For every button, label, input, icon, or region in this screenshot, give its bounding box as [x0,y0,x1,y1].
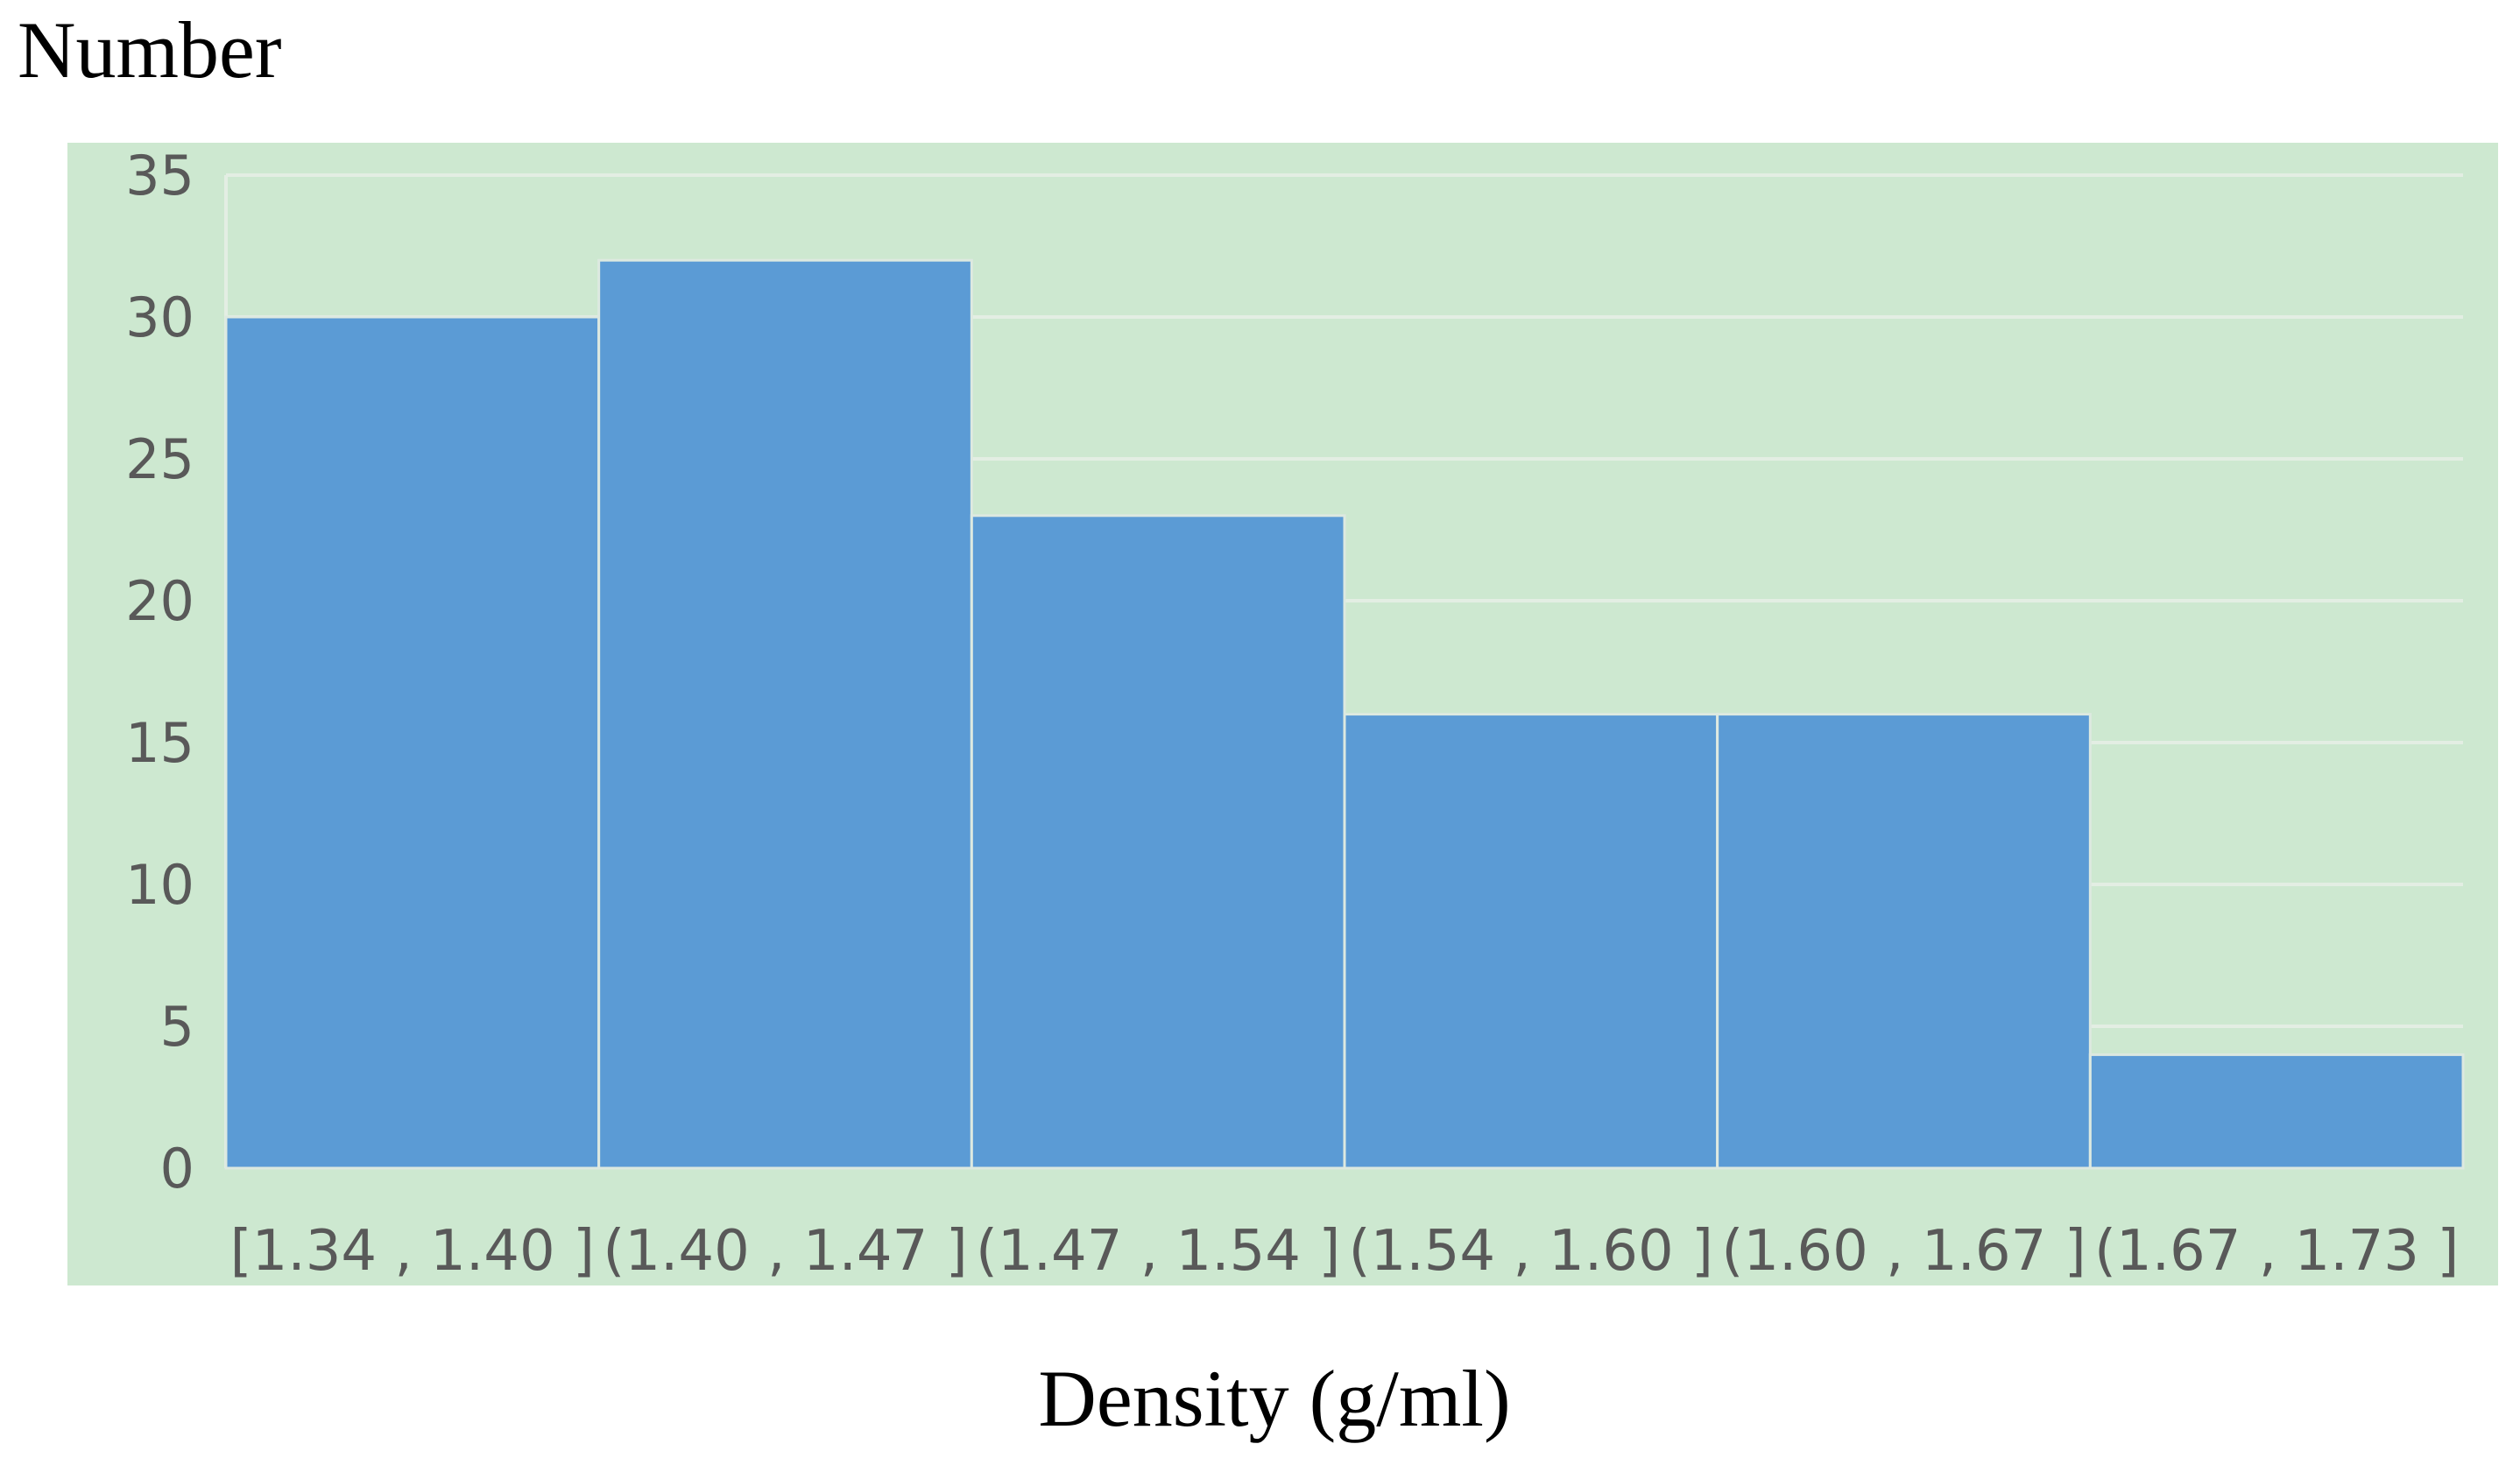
y-tick-label: 20 [125,569,194,633]
y-axis-ticks: 0 5 10 15 20 25 30 35 [125,144,194,1201]
y-tick-label: 0 [160,1137,194,1201]
x-tick-label: (1.40 , 1.47 ] [603,1219,967,1284]
y-tick-label: 35 [125,144,194,208]
y-tick-label: 15 [125,711,194,775]
x-axis-ticks: [1.34 , 1.40 ] (1.40 , 1.47 ] (1.47 , 1.54… [230,1219,2460,1284]
bar [224,315,601,1170]
y-tick-label: 25 [125,427,194,491]
x-tick-label: [1.34 , 1.40 ] [230,1219,595,1284]
x-tick-label: (1.60 , 1.67 ] [1721,1219,2086,1284]
x-tick-label: (1.67 , 1.73 ] [2094,1219,2459,1284]
y-tick-label: 10 [125,853,194,917]
y-axis-title: Number [18,5,281,95]
bar [1716,713,2092,1170]
bar [597,258,973,1170]
x-axis-title: Density (g/ml) [1038,1354,1510,1443]
bar [2088,1053,2465,1170]
y-tick-label: 5 [160,995,194,1059]
bar [1343,713,1719,1170]
bar [970,514,1346,1170]
x-tick-label: (1.47 , 1.54 ] [976,1219,1340,1284]
y-tick-label: 30 [125,285,194,349]
bars [224,258,2465,1170]
x-tick-label: (1.54 , 1.60 ] [1349,1219,1713,1284]
